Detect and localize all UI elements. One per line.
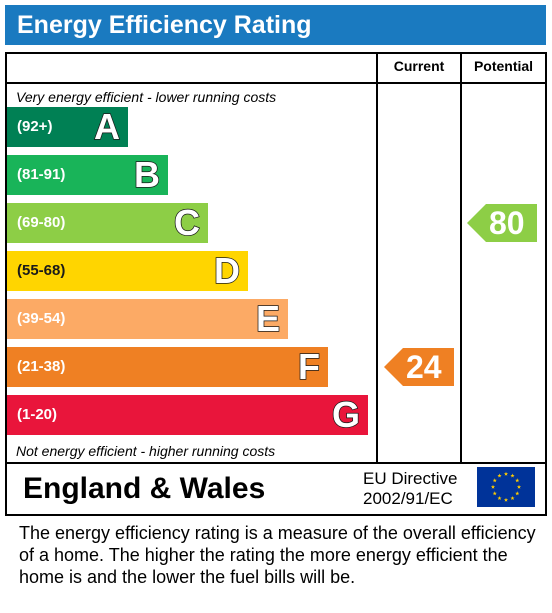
band-range-g: (1-20) [17, 406, 58, 423]
title-bar: Energy Efficiency Rating [5, 5, 546, 45]
eu-star-icon [503, 471, 509, 476]
top-note: Very energy efficient - lower running co… [16, 89, 277, 105]
band-letter-f: F [297, 345, 321, 388]
band-b: (81-91) B [7, 153, 168, 196]
directive-line-2: 2002/91/EC [363, 489, 453, 508]
band-a: (92+) A [7, 105, 128, 148]
potential-rating-arrow: 80 [467, 204, 537, 244]
chart-title: Energy Efficiency Rating [17, 11, 312, 39]
band-letter-a: A [93, 105, 121, 148]
eu-star-icon [515, 478, 520, 483]
band-d: (55-68) D [7, 249, 248, 292]
band-f: (21-38) F [7, 345, 328, 388]
bottom-note: Not energy efficient - higher running co… [16, 443, 276, 459]
potential-column-header: Potential [473, 58, 534, 74]
description-text: The energy efficiency rating is a measur… [19, 523, 536, 587]
band-range-d: (55-68) [17, 262, 66, 279]
current-column-header: Current [393, 58, 445, 74]
current-rating-arrow: 24 [384, 348, 454, 388]
region-label: England & Wales [23, 472, 266, 505]
band-e: (39-54) E [7, 297, 288, 340]
eu-directive: EU Directive 2002/91/EC [363, 469, 457, 509]
band-letter-b: B [133, 153, 161, 196]
band-letter-c: C [173, 201, 201, 244]
potential-column-divider [460, 54, 462, 462]
footer-divider [7, 462, 545, 464]
eu-star-icon [497, 496, 502, 501]
eu-star-icon [490, 484, 496, 489]
band-range-c: (69-80) [17, 214, 66, 231]
current-rating-value: 24 [406, 349, 442, 385]
band-range-a: (92+) [17, 118, 53, 135]
eu-star-icon [515, 491, 520, 496]
rating-panel: Current Potential Very energy efficient … [5, 52, 547, 516]
eu-flag-icon [477, 467, 535, 507]
eu-star-icon [510, 496, 515, 501]
band-range-e: (39-54) [17, 310, 66, 327]
band-g: (1-20) G [7, 393, 368, 436]
band-range-f: (21-38) [17, 358, 66, 375]
directive-line-1: EU Directive [363, 469, 458, 488]
eu-star-icon [497, 473, 502, 478]
band-letter-d: D [213, 249, 241, 292]
eu-star-icon [516, 484, 522, 489]
eu-star-icon [503, 497, 509, 502]
eu-star-icon [510, 473, 515, 478]
band-letter-e: E [255, 297, 281, 340]
current-arrow-shape [384, 348, 454, 386]
potential-arrow-shape [467, 204, 537, 242]
band-range-b: (81-91) [17, 166, 66, 183]
band-c: (69-80) C [7, 201, 208, 244]
potential-rating-value: 80 [489, 205, 525, 241]
current-column-divider [376, 54, 378, 462]
header-divider [7, 82, 545, 84]
band-letter-g: G [331, 393, 361, 436]
eu-star-icon [492, 491, 497, 496]
eu-star-icon [492, 478, 497, 483]
